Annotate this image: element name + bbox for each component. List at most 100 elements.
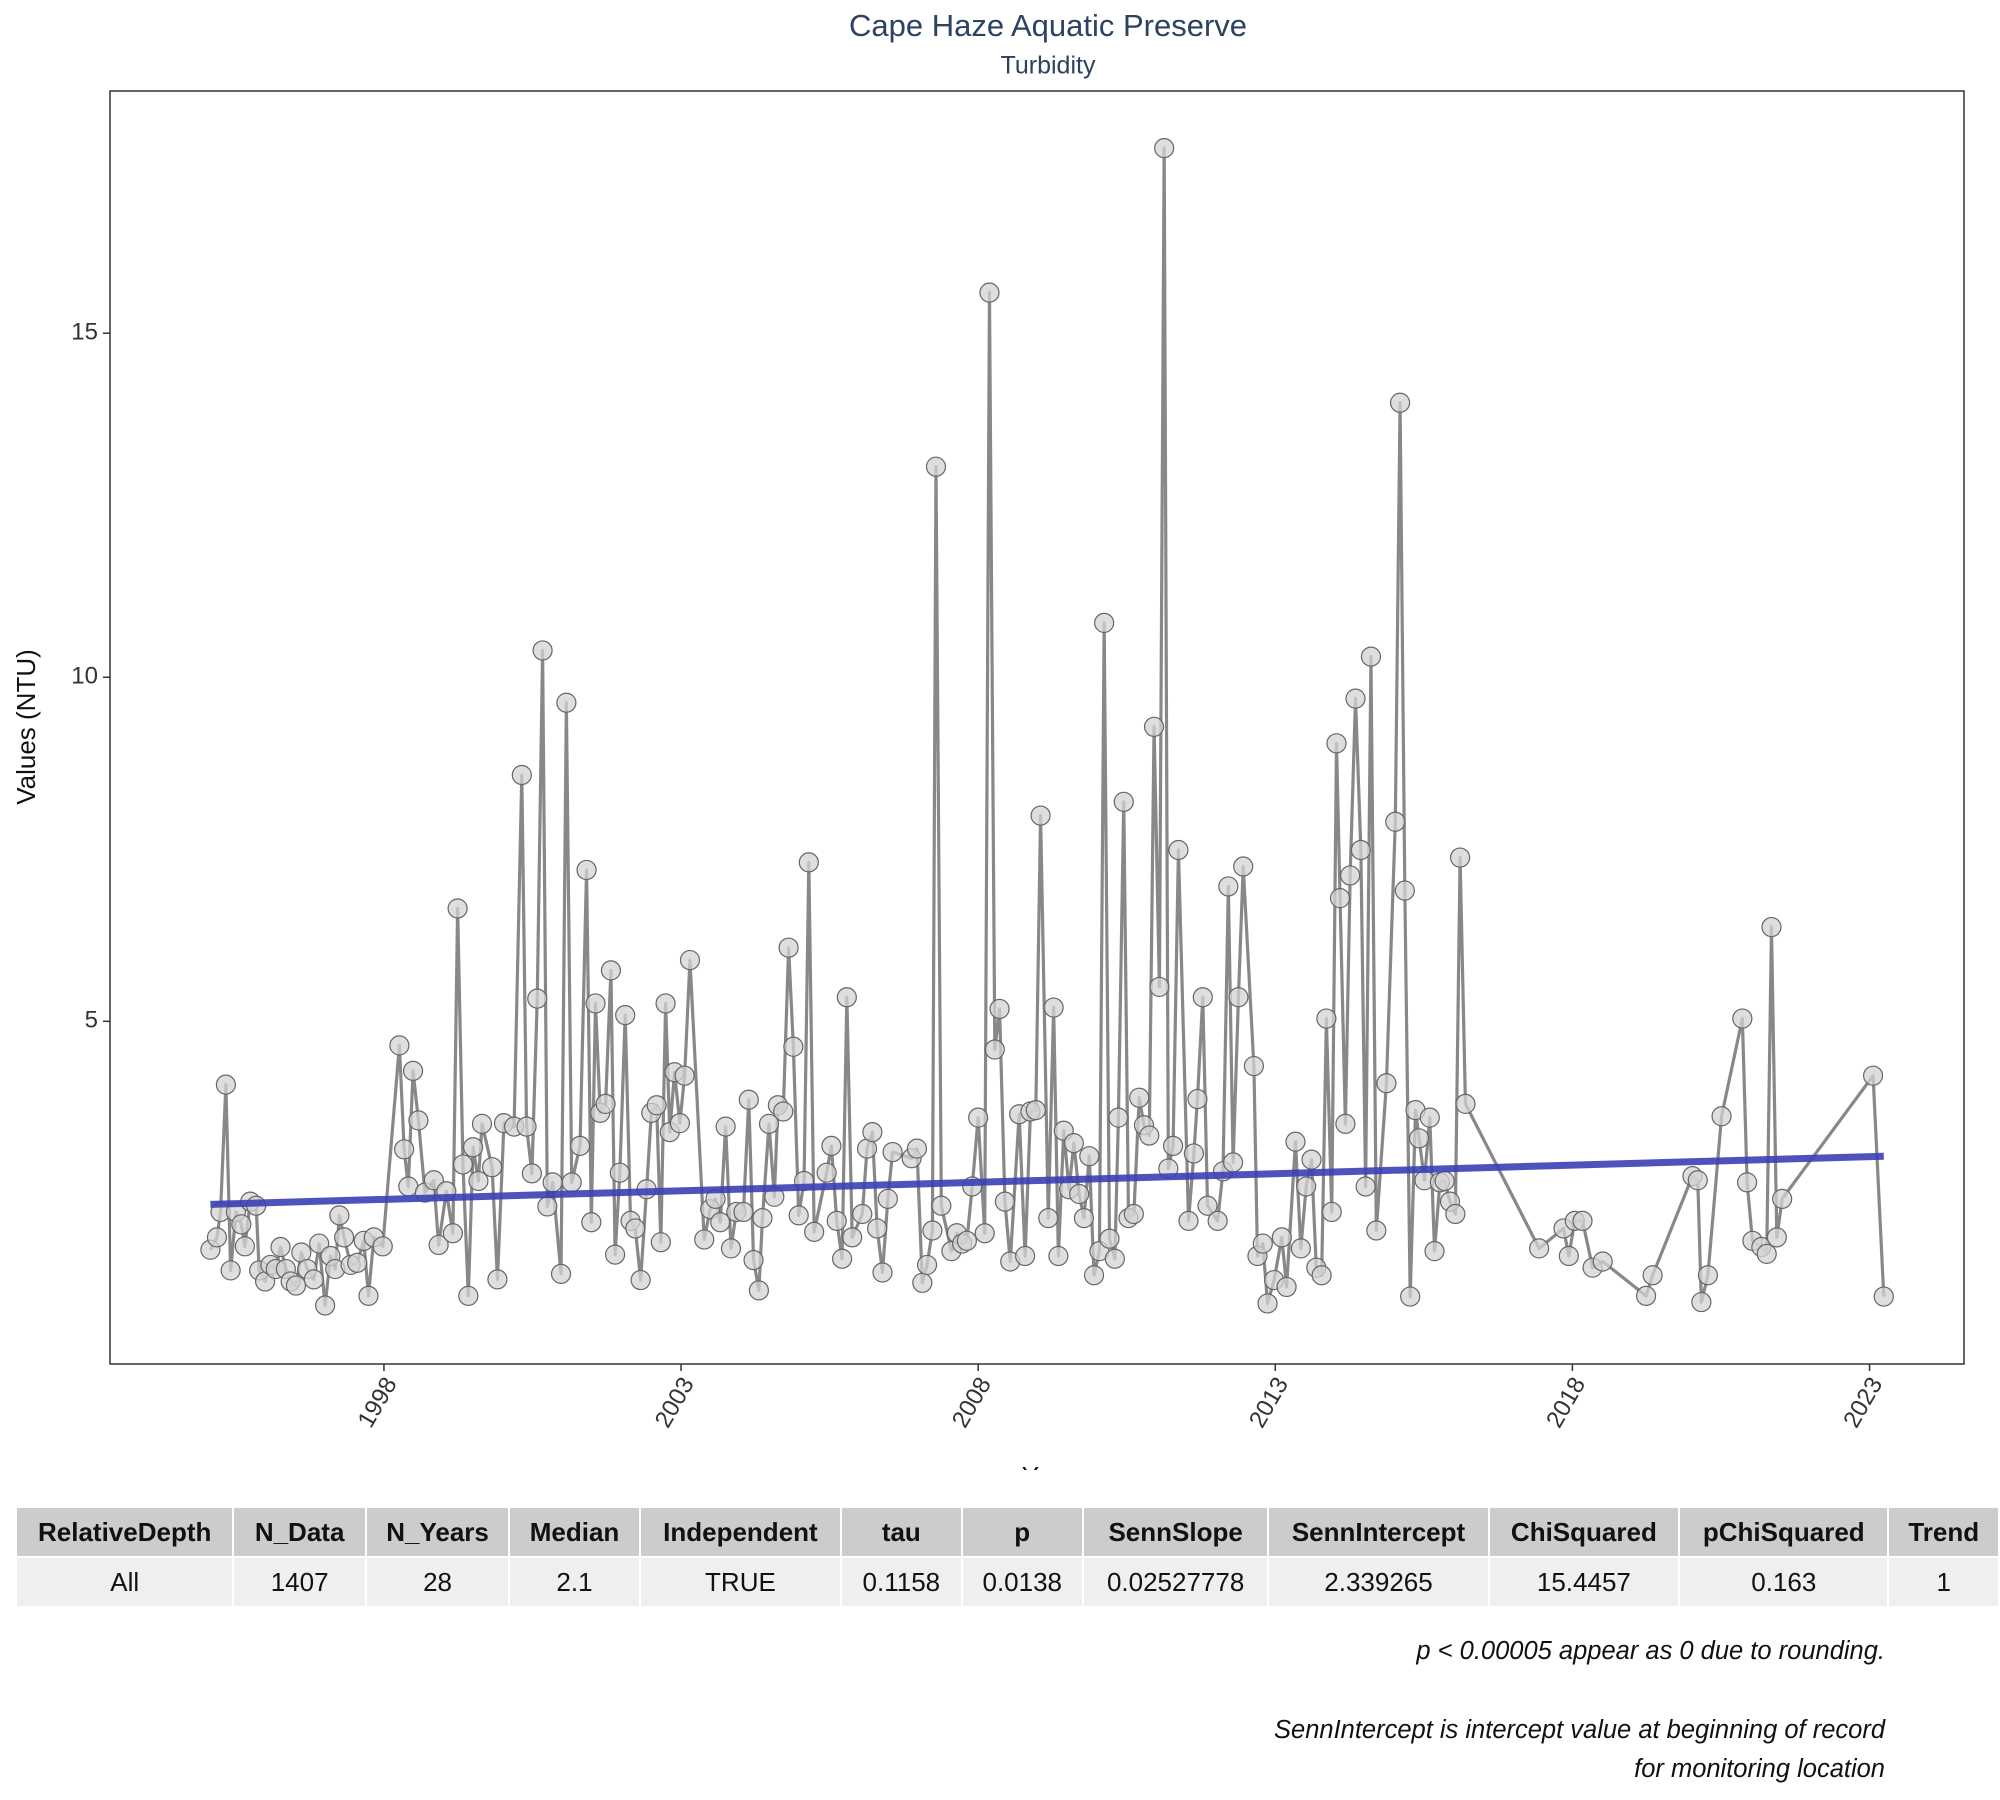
data-point [1873,1286,1894,1307]
data-point [1558,1245,1579,1267]
table-cell: 0.0138 [962,1558,1084,1608]
data-point [674,1065,695,1086]
data-point [481,1157,503,1178]
data-point [1243,1055,1264,1077]
data-point [710,1212,731,1233]
data-point [831,1248,853,1269]
data-point [1178,1210,1199,1231]
table-header-cell: pChiSquared [1680,1508,1890,1558]
data-point [758,1113,780,1134]
data-point [979,282,1000,303]
data-point [1761,916,1782,938]
data-point [537,1196,558,1217]
data-point [646,1095,667,1116]
data-point [733,1201,754,1223]
data-point [655,993,676,1014]
data-point [462,1137,484,1158]
x-axis-label: Year [1022,1461,1075,1470]
data-point [1345,688,1366,709]
table-cell: 2.339265 [1269,1558,1490,1608]
data-point [974,1223,995,1244]
data-point [743,1249,764,1271]
data-point [1366,1220,1387,1241]
data-point [1192,987,1213,1008]
data-point [285,1275,307,1296]
trend-line [210,1152,1884,1208]
data-point [669,1113,690,1134]
data-point [1104,1248,1125,1269]
table-cell: 0.1158 [842,1558,963,1608]
data-point [994,1191,1016,1212]
data-point [916,1254,938,1276]
data-point [625,1218,646,1239]
table-row: All 1407 28 2.1 TRUE 0.1158 0.0138 0.02527778 2.… [17,1558,2000,1608]
data-point [1207,1210,1228,1231]
x-tick-label: 1998 [353,1373,403,1433]
table-header-cell: p [962,1508,1084,1558]
data-point [1316,1008,1337,1029]
data-point [1311,1265,1332,1286]
data-point [1301,1149,1322,1170]
data-point [1445,1203,1466,1225]
y-tick-label: 5 [85,1007,98,1034]
data-point [1285,1131,1306,1152]
data-point [922,1220,943,1241]
data-point [215,1074,236,1095]
data-point [358,1285,379,1306]
data-point [778,937,799,958]
data-point [816,1162,837,1183]
data-point [842,1227,863,1248]
data-point [1030,805,1051,826]
data-point [852,1203,873,1225]
data-point [1099,1228,1120,1249]
data-point [1529,1238,1550,1259]
data-point [1737,1172,1758,1193]
stats-table: RelativeDepth N_Data N_Years Median Independ… [17,1508,2000,1608]
data-point [1015,1245,1036,1267]
data-point [882,1141,903,1163]
data-point [1394,880,1415,901]
table-header-cell: RelativeDepth [17,1508,235,1558]
table-header-cell: Trend [1889,1508,2000,1558]
data-point [1400,1286,1421,1307]
table-header-cell: N_Years [366,1508,511,1558]
data-point [679,949,701,971]
data-point [1271,1227,1292,1248]
table-cell: 2.1 [510,1558,641,1608]
data-point [569,1135,591,1156]
data-point [1094,612,1115,634]
data-point [1419,1107,1440,1128]
data-point [585,993,606,1014]
data-point [877,1188,898,1209]
table-header-cell: N_Data [234,1508,367,1558]
y-tick-label: 15 [71,319,98,346]
data-point [452,1154,474,1175]
data-point [1326,733,1347,754]
data-point [1862,1065,1884,1086]
data-point [542,1172,563,1193]
data-point [389,1035,410,1056]
data-point [956,1230,977,1251]
table-cell: 1407 [234,1558,367,1608]
data-point [561,1172,582,1193]
data-point [1113,791,1134,812]
x-tick-label: 2023 [1838,1373,1888,1433]
data-point [1335,1113,1356,1134]
data-point [912,1272,933,1293]
data-point [1691,1291,1712,1313]
data-point [234,1236,255,1257]
data-point [372,1236,393,1257]
chart: Cape Haze Aquatic Preserve Turbidity Yea… [11,8,1965,1470]
data-point [862,1122,883,1143]
data-point [600,960,622,981]
data-point [487,1269,508,1290]
data-point [595,1093,616,1114]
x-tick-label: 2008 [947,1373,997,1433]
data-point [468,1170,489,1192]
data-point [1149,976,1170,998]
data-point [1162,1135,1184,1156]
data-point [1139,1125,1160,1146]
data-point [1123,1203,1144,1225]
data-point [334,1227,355,1248]
data-point [984,1039,1005,1060]
